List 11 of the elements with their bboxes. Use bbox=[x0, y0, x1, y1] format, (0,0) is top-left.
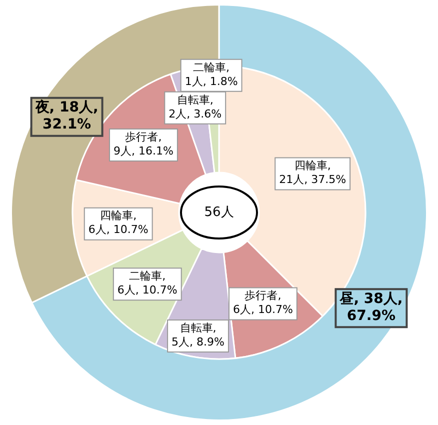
data-label: 二輪車, 6人, 10.7% bbox=[117, 269, 178, 296]
data-label: 夜, 18人, 32.1% bbox=[34, 98, 98, 133]
data-label: 自転車, 5人, 8.9% bbox=[172, 321, 224, 348]
data-label: 四輪車, 21人, 37.5% bbox=[279, 159, 346, 186]
data-label: 昼, 38人, 67.9% bbox=[338, 290, 403, 324]
data-label: 自転車, 2人, 3.6% bbox=[168, 93, 222, 120]
data-label: 歩行者, 9人, 16.1% bbox=[114, 130, 174, 158]
data-label: 四輪車, 6人, 10.7% bbox=[88, 209, 148, 236]
data-label: 二輪車, 1人, 1.8% bbox=[184, 60, 238, 88]
data-label: 歩行者, 6人, 10.7% bbox=[232, 289, 293, 316]
text: 56人 bbox=[204, 204, 234, 220]
